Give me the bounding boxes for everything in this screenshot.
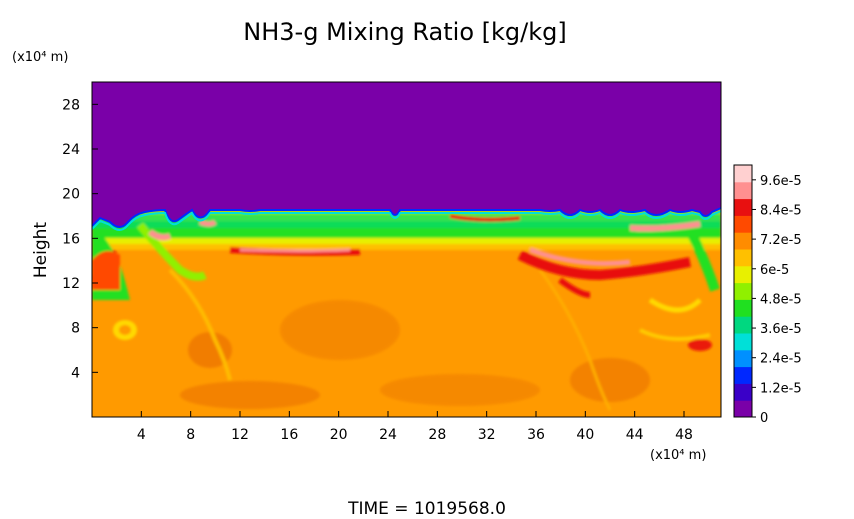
- cyan-boundary: [92, 210, 721, 231]
- y-axis: 4 8 12 16 20 24 28: [62, 97, 98, 381]
- upper-boundary: [92, 207, 721, 228]
- x-tick-label: 28: [428, 427, 446, 443]
- chart-title: NH3-g Mixing Ratio [kg/kg]: [243, 18, 566, 46]
- y-unit-label: (x10⁴ m): [12, 50, 68, 65]
- x-tick-label: 36: [527, 427, 545, 443]
- colorbar-swatch: [734, 198, 752, 216]
- colorbar-label: 3.6e-5: [760, 322, 802, 337]
- colorbar-swatch: [734, 232, 752, 250]
- x-tick-label: 40: [576, 427, 594, 443]
- x-tick-label: 20: [330, 427, 348, 443]
- y-tick-label: 4: [71, 365, 80, 381]
- x-tick-label: 4: [137, 427, 146, 443]
- colorbar-swatch: [734, 383, 752, 401]
- plot-frame: [91, 81, 722, 418]
- x-tick-label: 32: [478, 427, 496, 443]
- x-tick-label: 48: [675, 427, 693, 443]
- x-axis: 4 8 12 16 20 24 28 32 36 40 44 48: [137, 411, 693, 443]
- colorbar-swatch: [734, 366, 752, 384]
- colorbar-label: 6e-5: [760, 263, 789, 278]
- colorbar-frame: [733, 164, 753, 418]
- x-tick-label: 44: [626, 427, 644, 443]
- colorbar-swatch: [734, 400, 752, 418]
- colorbar-swatch: [734, 333, 752, 351]
- x-tick-label: 24: [379, 427, 397, 443]
- colorbar: 9.6e-5 8.4e-5 7.2e-5 6e-5 4.8e-5 3.6e-5 2.4e-5…: [733, 164, 802, 426]
- colorbar-swatch: [734, 165, 752, 183]
- colorbar-swatch: [734, 181, 752, 200]
- colorbar-label: 0: [760, 411, 768, 426]
- colorbar-swatch: [734, 282, 752, 300]
- time-footer: TIME = 1019568.0: [347, 499, 506, 519]
- colorbar-swatch: [734, 215, 752, 233]
- y-tick-label: 8: [71, 321, 80, 337]
- colorbar-swatch: [734, 316, 752, 334]
- x-unit-label: (x10⁴ m): [650, 448, 706, 463]
- colorbar-swatch: [734, 265, 752, 284]
- colorbar-swatch: [734, 249, 752, 267]
- x-tick-label: 12: [231, 427, 249, 443]
- y-tick-label: 20: [62, 187, 80, 203]
- colorbar-label: 7.2e-5: [760, 233, 802, 248]
- colorbar-label: 4.8e-5: [760, 292, 802, 307]
- colorbar-label: 9.6e-5: [760, 174, 802, 189]
- y-tick-label: 24: [62, 142, 80, 158]
- y-tick-label: 16: [62, 231, 80, 247]
- y-tick-label: 28: [62, 97, 80, 113]
- colorbar-label: 1.2e-5: [760, 381, 802, 396]
- colorbar-swatch: [734, 299, 752, 317]
- x-tick-label: 8: [186, 427, 195, 443]
- y-axis-label: Height: [31, 222, 51, 279]
- x-tick-label: 16: [280, 427, 298, 443]
- lower-layer-variations: [92, 248, 712, 411]
- heatmap-field: [92, 82, 721, 417]
- colorbar-label: 8.4e-5: [760, 203, 802, 218]
- y-tick-label: 12: [62, 276, 80, 292]
- colorbar-label: 2.4e-5: [760, 352, 802, 367]
- upper-layer: [92, 82, 721, 227]
- colorbar-swatch: [734, 349, 752, 368]
